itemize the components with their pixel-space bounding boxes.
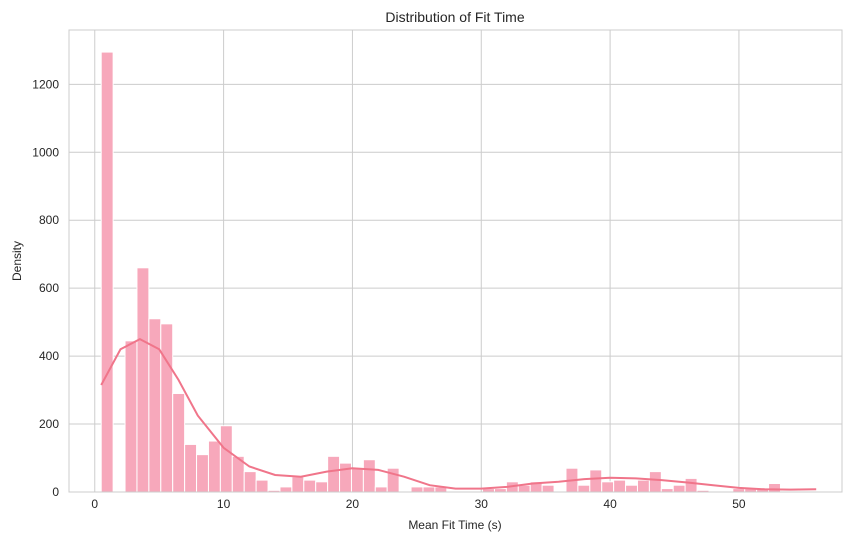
y-tick-label: 1000 [32,145,59,159]
histogram-bar [625,484,638,493]
y-tick-label: 600 [39,281,59,295]
histogram-bar [672,484,686,493]
histogram-bar [589,469,603,493]
x-tick-labels: 0 10 20 30 40 50 [91,497,746,511]
x-tick-label: 10 [217,497,231,511]
x-tick-label: 50 [732,497,746,511]
histogram-bar [243,471,257,493]
kde-curve [100,337,817,491]
histogram-bar [124,340,138,493]
histogram-bar [493,488,507,493]
histogram-bar [684,477,698,493]
plot-frame [68,29,843,493]
x-tick-label: 20 [346,497,360,511]
histogram-bar [136,267,150,493]
histogram-bar [327,455,341,493]
histogram-bar [207,440,221,493]
y-tick-label: 1200 [32,77,59,91]
histogram-bar [339,462,352,493]
x-tick-label: 30 [475,497,489,511]
histogram-bar [350,467,364,493]
chart-title: Distribution of Fit Time [385,9,524,25]
histogram-bar [219,425,233,493]
y-axis-label: Density [10,241,24,281]
y-tick-label: 200 [39,417,59,431]
histogram-bars [100,51,781,493]
histogram-bar [601,481,615,493]
histogram-bar [315,481,329,493]
histogram-bar [410,486,424,493]
grid-lines [69,30,842,493]
histogram-bar [255,479,269,493]
histogram-bar [636,479,650,493]
histogram-bar [768,483,781,493]
y-tick-label: 400 [39,349,59,363]
histogram-bar [517,484,531,493]
histogram-bar [648,471,662,493]
histogram-bar [172,392,186,493]
y-tick-label: 800 [39,213,59,227]
histogram-bar [613,479,627,493]
histogram-bar [184,443,198,493]
histogram-bar [279,486,293,493]
x-tick-label: 40 [603,497,617,511]
x-axis-label: Mean Fit Time (s) [408,518,501,532]
histogram-bar [374,486,388,493]
histogram-bar [303,479,317,493]
histogram-bar [577,484,591,493]
histogram-bar [541,484,555,493]
histogram-bar [100,51,114,493]
histogram-bar [422,486,436,493]
y-tick-label: 0 [52,485,59,499]
histogram-bar [196,454,209,493]
x-tick-label: 0 [91,497,98,511]
histogram-bar [660,488,674,493]
histogram-bar [160,323,174,493]
histogram-bar [291,476,305,493]
y-tick-labels: 0 200 400 600 800 1000 1200 [32,77,59,499]
histogram-bar [362,459,376,493]
